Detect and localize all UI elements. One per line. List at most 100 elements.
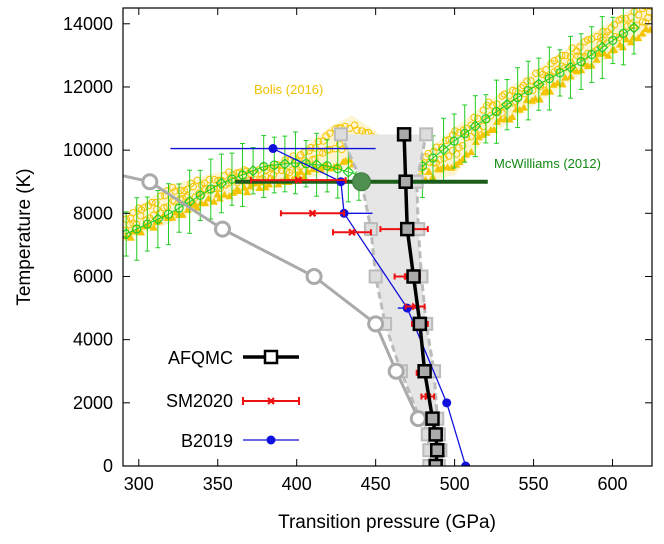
bolis-triangle-point — [424, 167, 433, 175]
green-circle-point — [428, 153, 438, 163]
bolis-circle-point — [593, 45, 601, 54]
green-diamond-point — [564, 61, 577, 74]
afqmc-point — [406, 269, 421, 284]
bolis-triangle-point — [149, 223, 158, 231]
green-circle-point — [174, 203, 184, 213]
bolis-circle-point — [576, 43, 584, 51]
bolis-circle-point — [325, 145, 334, 154]
green-circle-point — [587, 49, 597, 60]
x-tick-label: 400 — [282, 474, 312, 494]
mcwilliams-point — [351, 172, 371, 192]
green-diamond-point — [628, 21, 640, 34]
bolis-triangle-point — [234, 187, 243, 195]
afqmc-point — [428, 458, 443, 466]
bolis-circle-point — [272, 166, 281, 175]
bolis-circle-point — [583, 36, 592, 44]
bolis-circle-point — [123, 226, 130, 235]
green-circle-point — [269, 160, 279, 170]
bolis-circle-point — [191, 193, 199, 201]
afqmc-band-left-point — [368, 269, 383, 284]
afqmc-point — [399, 221, 415, 237]
bolis-circle-point — [550, 57, 558, 65]
y-axis-title: Temperature (K) — [14, 168, 35, 305]
bolis-triangle-point — [243, 188, 252, 196]
y-tick-label: 8000 — [73, 203, 113, 223]
plot-area — [123, 8, 652, 466]
afqmc-band-left-line — [339, 133, 431, 466]
plot-clip-group — [123, 8, 652, 466]
green-diamond-point — [532, 78, 545, 91]
bolis-triangle-point — [126, 233, 135, 241]
y-tick-label: 2000 — [73, 393, 113, 413]
gray-curve-point — [213, 220, 231, 238]
bolis-triangle-point — [201, 199, 210, 207]
bolis-circle-point — [462, 124, 471, 133]
bolis-triangle-point — [220, 190, 229, 198]
y-tick-label: 6000 — [73, 266, 113, 286]
bolis-triangle-point — [255, 184, 264, 192]
afqmc-band-right-line — [415, 134, 442, 466]
legend-afqmc-marker — [263, 349, 279, 365]
afqmc-point — [428, 427, 443, 442]
bolis-circle-point — [489, 101, 497, 110]
bolis-circle-point — [470, 113, 478, 122]
bolis-circle-point — [500, 90, 509, 98]
sm2020-point — [294, 176, 303, 184]
bolis-circle-point — [160, 203, 168, 212]
bolis-circle-point — [136, 212, 145, 220]
green-circle-point — [608, 35, 618, 46]
y-tick-label: 0 — [103, 456, 113, 476]
bolis-circle-point — [285, 168, 294, 177]
bolis-circle-point — [201, 184, 209, 193]
x-tick-label: 600 — [597, 474, 627, 494]
bolis-triangle-point — [447, 163, 456, 171]
bolis-triangle-point — [546, 87, 555, 95]
bolis-triangle-point — [193, 203, 202, 211]
green-diamond-point — [279, 158, 291, 170]
green-circle-point — [227, 174, 237, 184]
green-circle-point — [618, 28, 629, 38]
green-circle-point — [142, 219, 152, 229]
green-circle-point — [523, 85, 533, 96]
green-circle-point — [163, 209, 174, 219]
bolis-circle-point — [233, 169, 241, 177]
bolis-triangle-point — [225, 192, 234, 200]
afqmc-point — [417, 363, 432, 379]
green-circle-point — [481, 114, 491, 124]
bolis-circle-point — [311, 155, 319, 163]
legend-sm2020-marker — [267, 397, 275, 405]
bolis-triangle-point — [246, 182, 255, 190]
b2019-point — [268, 144, 278, 154]
bolis-circle-point — [216, 184, 225, 193]
bolis-circle-point — [452, 150, 461, 158]
bolis-circle-point — [448, 131, 457, 139]
afqmc-point — [412, 316, 428, 332]
x-tick-label: 350 — [203, 474, 233, 494]
bolis-triangle-point — [558, 80, 567, 88]
bolis-circle-point — [441, 136, 450, 145]
bolis-circle-point — [129, 208, 137, 217]
bolis-circle-point — [200, 179, 209, 187]
bolis-circle-point — [479, 106, 487, 114]
bolis-circle-point — [205, 175, 214, 184]
y-tick-label: 4000 — [73, 330, 113, 350]
bolis-triangle-point — [155, 217, 164, 225]
bolis-circle-point — [229, 171, 237, 179]
bolis-circle-point — [621, 14, 630, 23]
x-tick-label: 450 — [361, 474, 391, 494]
bolis-circle-point — [176, 186, 184, 195]
bolis-circle-point — [296, 151, 305, 159]
green-circle-point — [333, 164, 343, 174]
bolis-circle-point — [632, 21, 641, 30]
gray-curve-point — [409, 410, 427, 428]
bolis-circle-point — [293, 157, 301, 165]
b2019-point — [442, 398, 452, 408]
bolis-circle-point — [474, 114, 482, 123]
green-circle-point — [195, 190, 205, 201]
green-diamond-point — [215, 177, 228, 190]
green-circle-point — [132, 224, 142, 234]
bolis-circle-point — [445, 152, 453, 160]
afqmc-line — [402, 134, 440, 466]
y-tick-label: 12000 — [63, 77, 113, 97]
green-diamond-point — [469, 120, 482, 133]
